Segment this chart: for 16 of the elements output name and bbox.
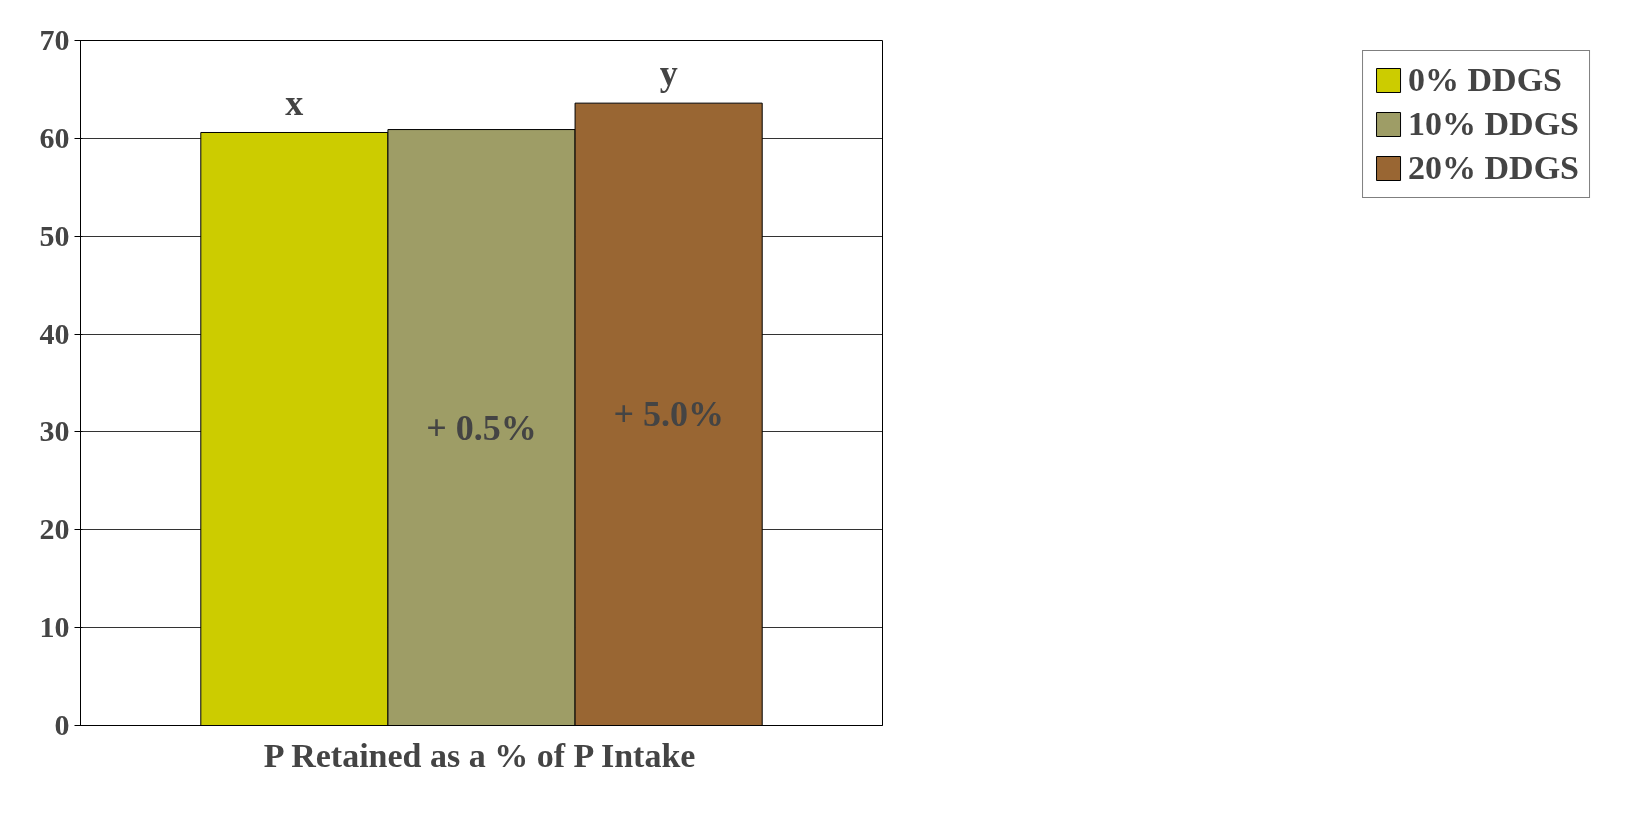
y-tick-label: 30	[39, 414, 70, 448]
y-tick-label: 60	[39, 120, 70, 154]
legend-label: 0% DDGS	[1408, 61, 1562, 99]
annotation: + 5.0%	[613, 394, 724, 435]
annotation: x	[285, 82, 304, 123]
legend-label: 10% DDGS	[1408, 105, 1579, 143]
y-tick-label: 20	[39, 512, 70, 546]
annotation: + 0.5%	[426, 407, 537, 448]
x-axis-title: P Retained as a % of P Intake	[263, 736, 696, 774]
y-tick-label: 70	[39, 23, 70, 56]
y-tick-label: 10	[39, 610, 70, 644]
legend-label: 20% DDGS	[1408, 149, 1579, 187]
y-tick-label: 50	[39, 218, 70, 252]
y-tick-label: 0	[54, 708, 70, 741]
y-tick-label: 40	[39, 316, 70, 350]
annotation: y	[659, 53, 678, 94]
